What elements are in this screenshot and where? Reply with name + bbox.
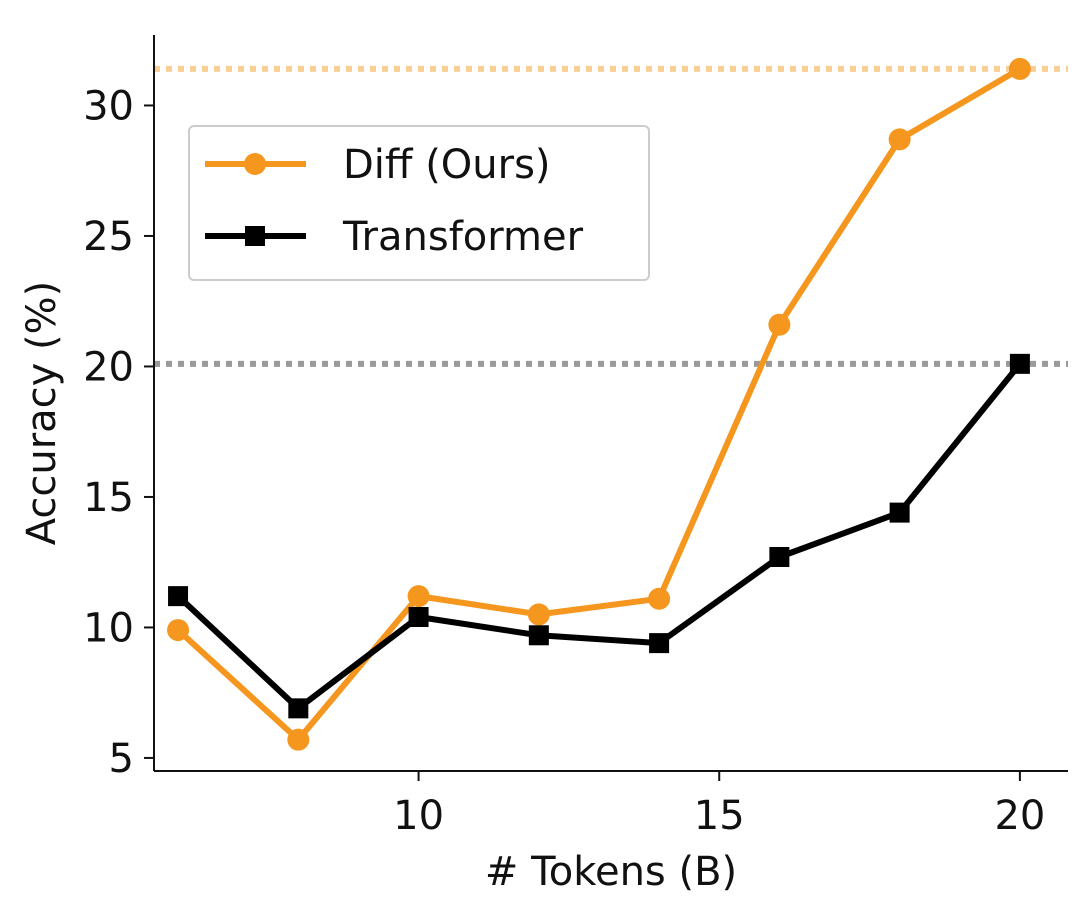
x-axis-title: # Tokens (B) — [485, 849, 737, 895]
x-tick-label: 10 — [393, 793, 444, 839]
data-point — [768, 313, 791, 336]
data-point — [527, 603, 550, 626]
data-point — [888, 128, 911, 151]
y-tick-label: 30 — [83, 83, 134, 129]
series-layer — [167, 57, 1031, 751]
reference-lines — [154, 65, 1068, 367]
legend-label: Transformer — [342, 214, 584, 260]
data-point — [769, 546, 790, 567]
data-point — [1008, 57, 1031, 80]
legend-marker — [245, 226, 265, 246]
data-point — [287, 728, 310, 751]
y-tick-label: 5 — [109, 736, 134, 782]
axes: 5 10 15 20 25 30 10 15 20 — [83, 35, 1068, 839]
x-tick-label: 20 — [994, 793, 1045, 839]
y-tick-label: 20 — [83, 344, 134, 390]
legend-label: Diff (Ours) — [343, 142, 551, 188]
series-2 — [168, 353, 1030, 719]
x-tick-label: 15 — [694, 793, 745, 839]
data-point — [649, 633, 670, 654]
data-point — [1009, 353, 1030, 374]
data-point — [288, 698, 309, 719]
legend-item-1: Diff (Ours) — [205, 142, 551, 188]
legend: Diff (Ours) Transformer — [188, 125, 650, 281]
data-point — [167, 619, 190, 642]
y-axis-title: Accuracy (%) — [19, 281, 65, 546]
y-tick-label: 15 — [83, 475, 134, 521]
series-line — [175, 65, 1023, 743]
series-1 — [167, 57, 1031, 751]
legend-marker — [244, 153, 266, 175]
series-line — [175, 360, 1023, 712]
data-point — [408, 607, 429, 628]
data-point — [889, 502, 910, 523]
data-point — [407, 585, 430, 608]
data-point — [528, 625, 549, 646]
y-tick-label: 10 — [83, 605, 134, 651]
data-point — [648, 587, 671, 610]
legend-item-2: Transformer — [205, 214, 584, 260]
y-tick-label: 25 — [83, 214, 134, 260]
data-point — [168, 586, 189, 607]
